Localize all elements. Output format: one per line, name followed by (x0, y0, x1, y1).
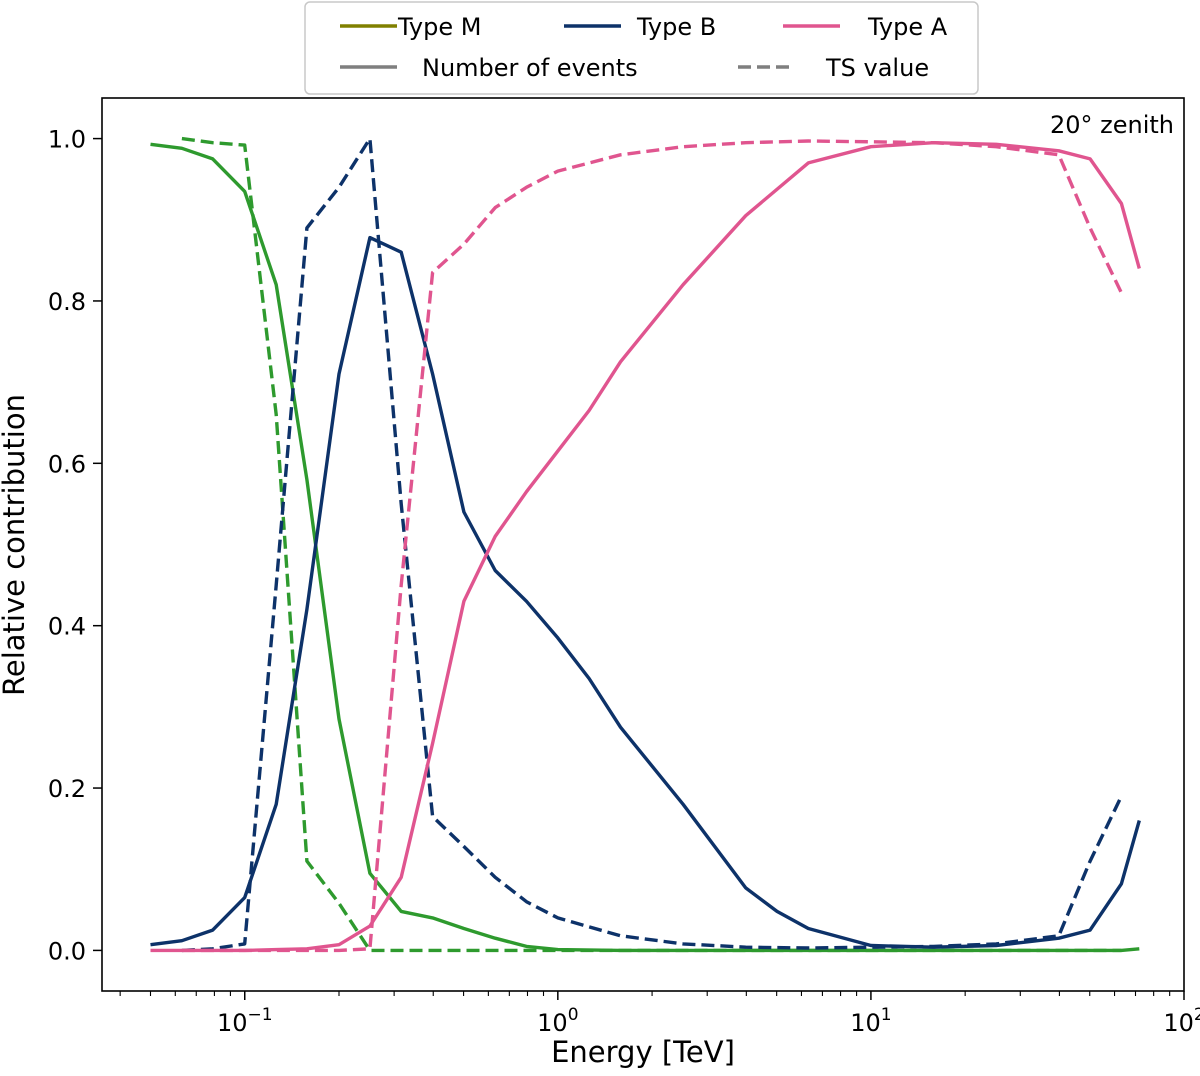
y-tick-label: 1.0 (48, 126, 86, 154)
series-layer (150, 136, 1141, 953)
x-axis-label: Energy [TeV] (551, 1035, 735, 1069)
y-tick-label: 0.8 (48, 288, 86, 316)
x-tick-label: 100 (537, 1005, 578, 1037)
y-axis: 0.0 0.2 0.4 0.6 0.8 1.0 (48, 126, 102, 965)
x-tick-label: 102 (1163, 1005, 1200, 1037)
y-tick-label: 0.4 (48, 613, 86, 641)
series-line-type-m-number-of-events (150, 142, 1140, 953)
x-tick-label: 10−1 (217, 1005, 273, 1037)
zenith-annotation: 20° zenith (1050, 111, 1174, 139)
y-tick-label: 0.0 (48, 937, 86, 965)
legend-label-ts-value: TS value (825, 54, 929, 82)
legend-label-type-m: Type M (397, 13, 481, 41)
y-tick-label: 0.6 (48, 450, 86, 478)
series-line-type-m-ts-value (181, 136, 1122, 953)
series-line-type-b-ts-value (181, 136, 1123, 953)
legend: Type M Type B Type A Number of events TS val… (304, 1, 979, 95)
x-axis: 10−1 100 101 102 (119, 991, 1200, 1037)
y-axis-label: Relative contribution (0, 394, 31, 696)
series-line-type-b-number-of-events (150, 235, 1141, 949)
legend-label-type-a: Type A (867, 13, 948, 41)
series-line-type-a-number-of-events (150, 140, 1141, 953)
legend-label-number-of-events: Number of events (422, 54, 638, 82)
legend-label-type-b: Type B (636, 13, 716, 41)
y-tick-label: 0.2 (48, 775, 86, 803)
plot-frame (101, 97, 1185, 992)
x-tick-label: 101 (850, 1005, 891, 1037)
series-line-type-a-ts-value (181, 139, 1123, 953)
